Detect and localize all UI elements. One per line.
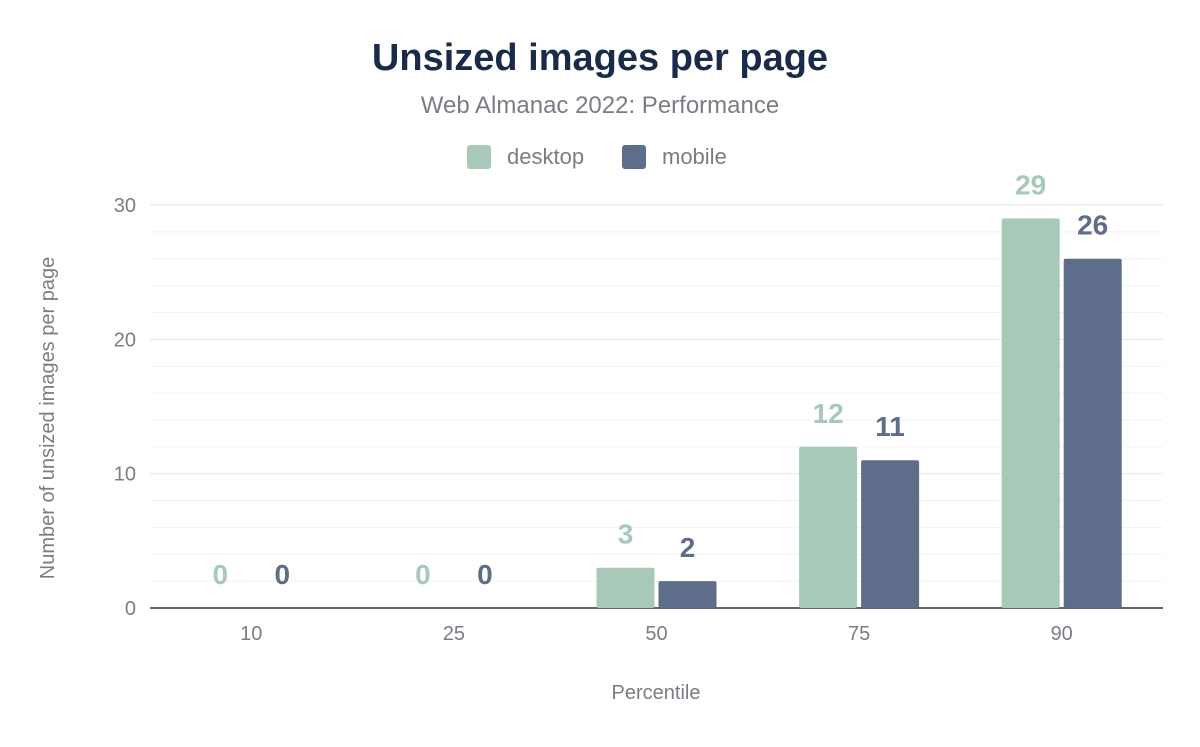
data-label-mobile: 0 — [477, 559, 493, 590]
y-tick-label: 10 — [114, 464, 136, 486]
y-tick-label: 0 — [125, 598, 136, 620]
bars: 0 0 0 0 3 2 12 11 29 26 — [213, 169, 1122, 608]
data-label-mobile: 26 — [1077, 210, 1108, 241]
x-axis-label: Percentile — [612, 682, 701, 704]
data-label-desktop: 12 — [813, 398, 844, 429]
data-label-mobile: 0 — [275, 559, 291, 590]
bar-desktop — [1001, 218, 1060, 608]
x-tick-label: 90 — [1051, 623, 1073, 645]
legend-label-desktop: desktop — [507, 144, 584, 169]
bar-mobile — [861, 460, 920, 608]
data-label-desktop: 0 — [415, 559, 431, 590]
x-tick-label: 25 — [443, 623, 465, 645]
legend-swatch-mobile — [622, 145, 646, 169]
chart-title: Unsized images per page — [372, 37, 828, 79]
data-label-desktop: 0 — [213, 559, 229, 590]
y-axis-label: Number of unsized images per page — [37, 257, 59, 579]
data-label-desktop: 3 — [618, 519, 634, 550]
bar-desktop — [596, 567, 655, 608]
chart-subtitle: Web Almanac 2022: Performance — [421, 92, 779, 119]
legend-label-mobile: mobile — [662, 144, 727, 169]
legend-swatch-desktop — [467, 145, 491, 169]
x-tick-label: 75 — [848, 623, 870, 645]
x-axis-ticks: 10 25 50 75 90 — [240, 623, 1073, 645]
x-tick-label: 10 — [240, 623, 262, 645]
y-tick-label: 30 — [114, 195, 136, 217]
x-tick-label: 50 — [645, 623, 667, 645]
data-label-mobile: 11 — [875, 411, 905, 442]
legend: desktop mobile — [467, 144, 727, 169]
data-label-desktop: 29 — [1015, 169, 1046, 200]
y-tick-label: 20 — [114, 329, 136, 351]
data-label-mobile: 2 — [680, 532, 696, 563]
bar-mobile — [1063, 258, 1122, 608]
bar-desktop — [799, 446, 858, 608]
bar-mobile — [658, 581, 717, 608]
